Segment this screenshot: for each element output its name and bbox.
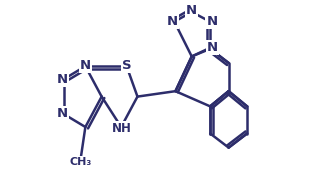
Text: N: N xyxy=(207,41,218,54)
Text: CH₃: CH₃ xyxy=(70,157,92,167)
Text: N: N xyxy=(186,4,197,17)
Text: NH: NH xyxy=(112,122,132,135)
Text: N: N xyxy=(206,15,218,28)
Text: N: N xyxy=(80,59,91,72)
Text: N: N xyxy=(57,108,68,121)
Text: N: N xyxy=(167,15,178,28)
Text: N: N xyxy=(57,73,68,86)
Text: S: S xyxy=(122,59,132,72)
